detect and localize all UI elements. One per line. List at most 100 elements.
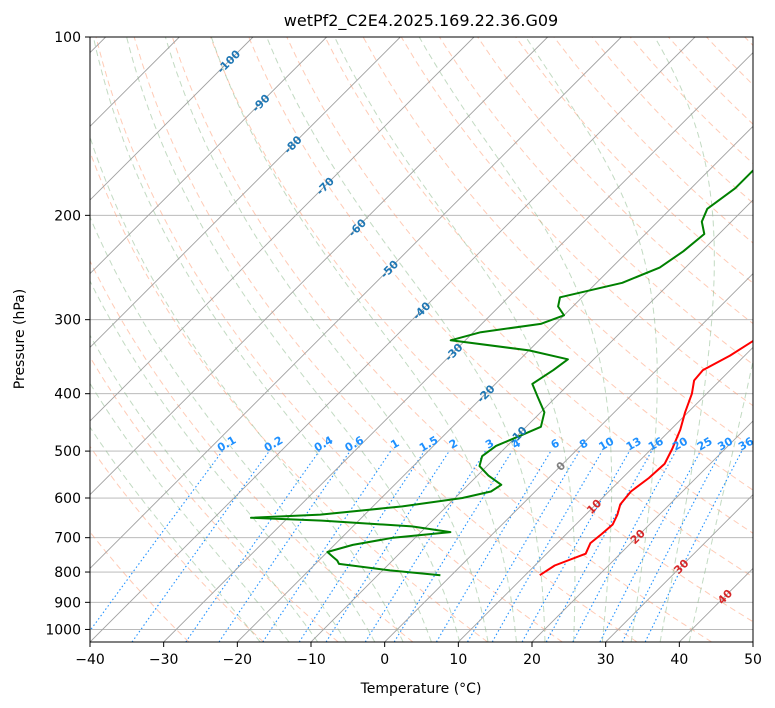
dry-adiabat-line bbox=[210, 37, 753, 623]
isotherm-label: -60 bbox=[346, 216, 369, 239]
isotherm-line bbox=[605, 494, 753, 642]
y-tick-label: 900 bbox=[54, 595, 81, 611]
mixing-ratio-line bbox=[298, 450, 425, 642]
isotherm-line bbox=[310, 199, 753, 642]
dry-adiabat-line bbox=[286, 37, 753, 534]
x-tick-label: 30 bbox=[597, 652, 615, 668]
isotherm-label: -20 bbox=[474, 382, 497, 405]
moist-adiabat-line bbox=[210, 37, 517, 642]
mixing-ratio-label: 6 bbox=[549, 436, 562, 451]
isotherm-label: -30 bbox=[442, 341, 465, 364]
x-tick-label: 40 bbox=[670, 652, 688, 668]
dry-adiabats bbox=[90, 37, 753, 642]
isotherm-label: -40 bbox=[410, 299, 433, 322]
mixing-ratio-label: 1 bbox=[388, 437, 401, 452]
isotherm-line bbox=[384, 273, 753, 642]
dry-adiabat-line bbox=[324, 37, 753, 491]
dry-adiabat-line bbox=[591, 37, 753, 204]
isotherm-line bbox=[458, 346, 753, 642]
isotherms bbox=[90, 37, 753, 642]
x-tick-label: 10 bbox=[449, 652, 467, 668]
dry-adiabat-line bbox=[515, 37, 753, 284]
moist-adiabat-line bbox=[418, 37, 613, 642]
isotherm-line bbox=[90, 37, 475, 422]
moist-adiabat-line bbox=[525, 37, 658, 642]
mixing-ratio-line bbox=[131, 450, 270, 642]
dry-adiabat-line bbox=[477, 37, 753, 325]
moist-adiabat-line bbox=[92, 37, 432, 642]
moist-adiabat-line bbox=[654, 37, 715, 642]
y-tick-label: 700 bbox=[54, 531, 81, 547]
moist-adiabat-line bbox=[688, 358, 753, 642]
moist-adiabats bbox=[90, 37, 753, 642]
isotherm-line bbox=[90, 37, 622, 569]
moist-adiabat-line bbox=[90, 382, 290, 642]
x-axis: −40 −30 −20 −10 0 10 20 30 40 50 bbox=[75, 642, 762, 668]
y-tick-label: 200 bbox=[54, 208, 81, 224]
isotherm-line bbox=[90, 37, 327, 275]
mixing-ratio-line bbox=[262, 450, 392, 642]
x-axis-title: Temperature (°C) bbox=[360, 681, 482, 697]
mixing-ratio-line bbox=[545, 450, 653, 642]
x-tick-label: 50 bbox=[744, 652, 762, 668]
x-tick-label: −20 bbox=[223, 652, 253, 668]
isotherm-label: -70 bbox=[314, 175, 337, 198]
isotherm-line bbox=[90, 37, 548, 496]
mixing-ratio-label: 20 bbox=[670, 434, 690, 453]
isotherm-label: 30 bbox=[671, 557, 691, 577]
moist-adiabat-line bbox=[90, 426, 261, 642]
pressure-gridlines bbox=[90, 37, 753, 630]
isotherm-line bbox=[90, 37, 401, 348]
y-tick-label: 300 bbox=[54, 313, 81, 329]
y-tick-label: 100 bbox=[54, 30, 81, 46]
y-tick-label: 400 bbox=[54, 387, 81, 403]
x-tick-label: 0 bbox=[380, 652, 389, 668]
dry-adiabat-line bbox=[90, 259, 414, 642]
mixing-ratio-line bbox=[521, 450, 630, 642]
isotherm-line bbox=[679, 567, 753, 642]
dry-adiabat-line bbox=[90, 531, 190, 642]
mixing-ratio-line bbox=[393, 450, 513, 642]
y-axis: 100 200 300 400 500 600 700 800 900 1000 bbox=[45, 30, 90, 638]
moist-adiabat-line bbox=[90, 334, 319, 642]
isotherm-line bbox=[90, 37, 696, 642]
isotherm-label: 40 bbox=[715, 587, 735, 607]
isotherm-label: -100 bbox=[215, 47, 244, 76]
dewpoint-line bbox=[250, 169, 753, 577]
y-axis-title: Pressure (hPa) bbox=[12, 289, 28, 389]
mixing-ratio-label: 3 bbox=[483, 437, 496, 452]
isotherm-label: -90 bbox=[249, 91, 272, 114]
x-tick-label: 20 bbox=[523, 652, 541, 668]
mixing-ratio-line bbox=[90, 450, 223, 632]
y-tick-label: 800 bbox=[54, 565, 81, 581]
mixing-ratio-line bbox=[185, 450, 320, 642]
dry-adiabat-line bbox=[248, 37, 753, 578]
dry-adiabat-line bbox=[133, 37, 638, 642]
mixing-ratio-line bbox=[599, 450, 701, 642]
dry-adiabat-line bbox=[90, 150, 488, 642]
temperature-line bbox=[539, 339, 753, 577]
mixing-ratio-line bbox=[644, 450, 743, 642]
isotherm-line bbox=[163, 52, 753, 642]
x-tick-label: −30 bbox=[149, 652, 179, 668]
x-tick-label: −40 bbox=[75, 652, 105, 668]
isotherm-label: 20 bbox=[628, 527, 648, 547]
chart-title: wetPf2_C2E4.2025.169.22.36.G09 bbox=[284, 11, 558, 31]
isotherm-line bbox=[237, 125, 753, 642]
x-tick-label: −10 bbox=[296, 652, 326, 668]
y-tick-label: 600 bbox=[54, 491, 81, 507]
mixing-ratio-label: 30 bbox=[715, 434, 735, 453]
isotherm-label: -80 bbox=[281, 133, 304, 156]
dry-adiabat-line bbox=[744, 37, 753, 47]
moist-adiabat-line bbox=[334, 37, 576, 642]
plot-area: -100-90-80-70-60-50-40-30-20-10010203040… bbox=[90, 37, 756, 642]
mixing-ratio-label: 36 bbox=[736, 434, 756, 453]
mixing-ratio-label: 2 bbox=[447, 437, 460, 452]
plot-frame bbox=[89, 36, 754, 643]
moist-adiabat-line bbox=[164, 37, 489, 642]
isotherm-label: 10 bbox=[584, 497, 604, 517]
y-tick-label: 500 bbox=[54, 444, 81, 460]
mixing-ratio-label: 10 bbox=[597, 434, 617, 453]
profile-series bbox=[250, 169, 753, 577]
